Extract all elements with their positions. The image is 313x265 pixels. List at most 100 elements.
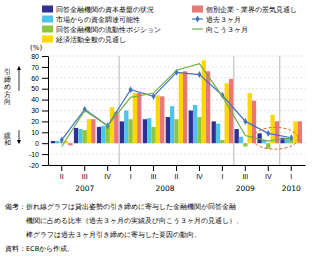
tick-mark (291, 165, 292, 171)
tick-label: 50 (31, 85, 39, 92)
tick-label: 10 (31, 129, 39, 136)
legend-label: 回答金融機関の流動性ポジション (56, 26, 161, 34)
tick-label: 70 (31, 64, 39, 71)
bar (216, 124, 220, 144)
legend-label: 経済活動全般の見通し (55, 36, 126, 44)
tick-mark (107, 165, 108, 171)
legend-item: 過去３ヶ月 (192, 16, 241, 24)
bar (147, 118, 151, 143)
marker (197, 71, 201, 78)
bar (74, 128, 78, 143)
bar (179, 72, 183, 143)
legend-label: 市場からの資金調達可能性 (56, 16, 140, 24)
tick-mark (42, 111, 48, 112)
tick-label: II (175, 173, 179, 180)
x-tick: IV (196, 165, 203, 180)
bar (183, 71, 187, 143)
x-tick: III (82, 165, 88, 180)
x-tick: IV (265, 165, 272, 180)
bar-series (60, 117, 294, 149)
y-tick: 30 (31, 107, 48, 114)
legend-item: 個別企業・業界の景気見通し (192, 6, 297, 14)
y-tick: 80 (31, 53, 48, 60)
tick-label: -20 (29, 162, 39, 169)
bar (55, 141, 59, 143)
grid (48, 56, 305, 165)
arrow (19, 130, 20, 143)
bar (197, 117, 201, 143)
tick-mark (199, 165, 200, 171)
tick-label: 30 (31, 107, 39, 114)
legend-item: 経済活動全般の見通し (42, 36, 126, 44)
grid-line (48, 154, 305, 155)
legend-item: 回答金融機関の流動性ポジション (42, 26, 161, 34)
tick-mark (42, 67, 48, 68)
divider (233, 56, 234, 165)
grid-line (48, 99, 305, 100)
grid-line (48, 56, 305, 57)
group-label: 2008 (155, 184, 174, 193)
bar (110, 107, 114, 143)
legend-swatch (42, 36, 53, 43)
bar (143, 119, 147, 143)
bar (212, 121, 216, 143)
x-tick: I (290, 165, 292, 180)
legend: 回答金融機関の資本基盤の状況市場からの資金調達可能性回答金融機関の流動性ポジショ… (42, 6, 297, 44)
tick-label: II (60, 173, 64, 180)
bar (78, 129, 82, 143)
plot-area (51, 56, 302, 165)
note: 資料：ECBから作成。 (5, 245, 74, 253)
y-tick: -10 (29, 151, 48, 158)
tick-mark (61, 165, 62, 171)
y-tick: 50 (31, 85, 48, 92)
bar (128, 119, 132, 143)
legend-marker (195, 16, 199, 23)
group-label: 2007 (75, 184, 94, 193)
axis-line (48, 57, 49, 166)
group-label: 2010 (282, 184, 301, 193)
chart: -20-1001020304050607080IIIIIIVIIIIIIIVII… (0, 0, 313, 265)
bar (51, 141, 55, 143)
bar (68, 143, 72, 145)
y-tick: 0 (35, 140, 48, 147)
bar (83, 130, 87, 143)
bar (156, 95, 160, 143)
tick-mark (176, 165, 177, 171)
tick-label: III (242, 173, 248, 180)
y-tick: 10 (31, 129, 48, 136)
tick-mark (42, 121, 48, 122)
marker (129, 86, 133, 93)
y-tick: 40 (31, 96, 48, 103)
bar (235, 129, 239, 143)
bar (124, 111, 128, 144)
tick-label: III (82, 173, 88, 180)
tick-mark (42, 154, 48, 155)
bar-series (68, 71, 302, 145)
tick-mark (153, 165, 154, 171)
y-tick: 70 (31, 64, 48, 71)
tick-mark (42, 56, 48, 57)
tick-label: 20 (31, 118, 39, 125)
tick-mark (84, 165, 85, 171)
bar (151, 127, 155, 143)
y-tick: -20 (29, 162, 48, 169)
tick-label: I (290, 173, 292, 180)
tick-mark (130, 165, 131, 171)
tick-mark (268, 165, 269, 171)
bar (239, 137, 243, 144)
tick-label: I (130, 173, 132, 180)
bar (101, 126, 105, 143)
bar (166, 117, 170, 143)
y-label: (%) (30, 44, 42, 52)
marker (60, 136, 64, 143)
tick-mark (42, 100, 48, 101)
legend-label: 向こう３ヶ月 (206, 26, 248, 34)
tick-label: -10 (29, 151, 39, 158)
tick-mark (42, 143, 48, 144)
x-tick: I (130, 165, 132, 180)
bar (174, 119, 178, 143)
legend-label: 回答金融機関の資本基盤の状況 (56, 6, 154, 14)
group-label: 2009 (236, 184, 255, 193)
x-axis: IIIIIIVIIIIIIIVIIIIIVI (49, 165, 306, 180)
legend-swatch (192, 6, 203, 13)
